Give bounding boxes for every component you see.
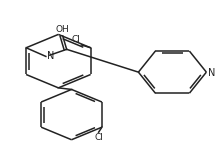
Text: N: N bbox=[47, 51, 54, 61]
Text: Cl: Cl bbox=[71, 35, 80, 44]
Text: N: N bbox=[208, 68, 216, 78]
Text: OH: OH bbox=[56, 25, 69, 34]
Text: Cl: Cl bbox=[94, 133, 103, 142]
